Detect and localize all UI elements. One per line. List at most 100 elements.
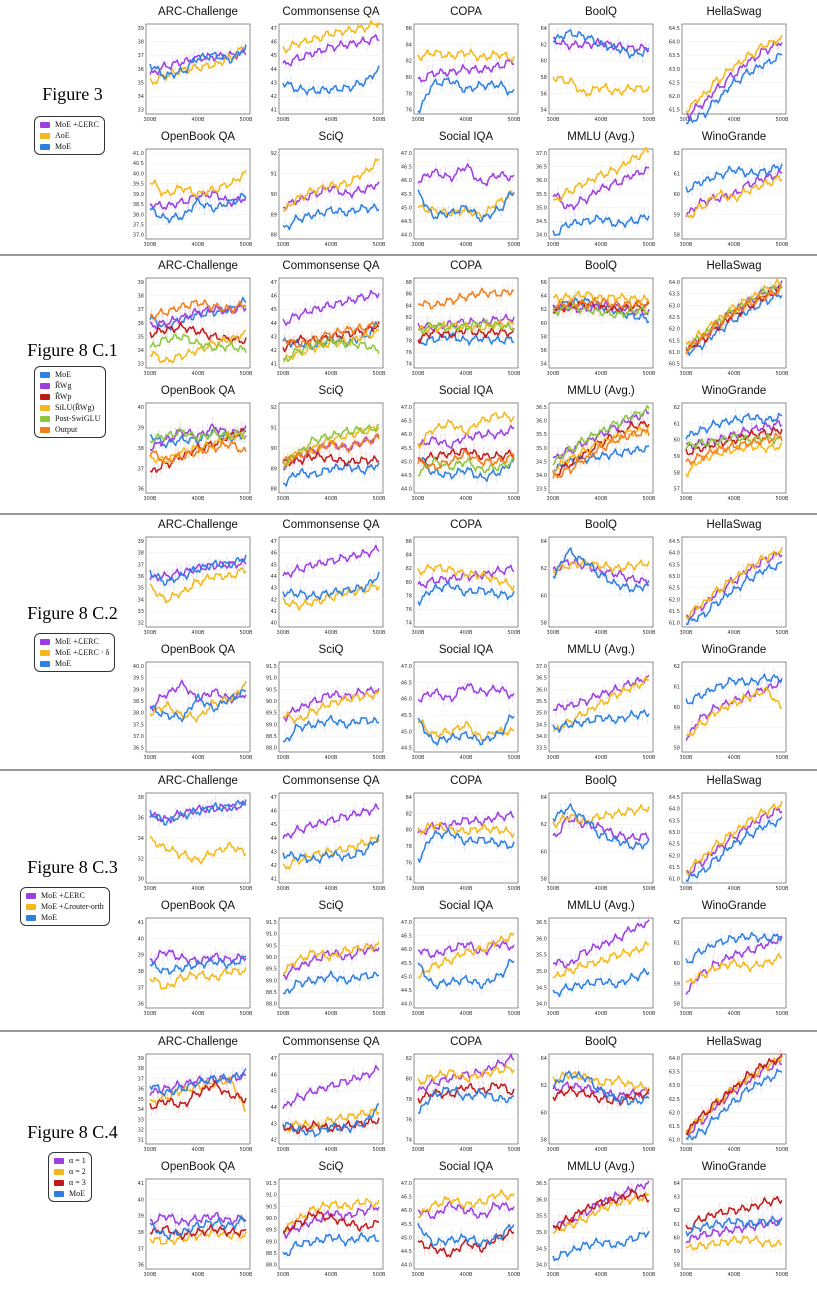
chart-panel: HellaSwag 61.5 62.0 62.5 63.0 63.5 64.0 64.5 300… xyxy=(669,6,789,128)
y-tick-label: 63.0 xyxy=(669,67,680,73)
x-tick-label: 400B xyxy=(595,630,609,636)
series-line xyxy=(685,686,782,737)
chart-title: SciQ xyxy=(319,644,344,656)
chart-title: COPA xyxy=(450,260,482,272)
chart-title: ARC-Challenge xyxy=(158,260,238,272)
series-raw-line xyxy=(685,1194,783,1235)
legend-label: MoE xyxy=(55,370,71,379)
chart-title: OpenBook QA xyxy=(161,1161,235,1173)
y-tick-label: 92 xyxy=(271,151,277,157)
y-tick-label: 45.5 xyxy=(401,961,412,967)
chart-panel: Social IQA 44.0 44.5 45.0 45.5 46.0 46.5 47.0 30… xyxy=(401,131,521,248)
series-line xyxy=(552,558,649,586)
y-tick-label: 88.5 xyxy=(266,990,277,996)
series-line xyxy=(282,686,380,722)
y-tick-label: 78 xyxy=(406,338,412,344)
y-tick-label: 46.5 xyxy=(401,680,412,686)
series-line xyxy=(685,34,783,114)
y-tick-label: 61.5 xyxy=(669,865,680,871)
y-tick-label: 44 xyxy=(271,1105,277,1111)
series-raw-line xyxy=(552,673,650,738)
y-tick-label: 82 xyxy=(406,59,412,65)
series-line xyxy=(149,967,247,990)
chart-title: ARC-Challenge xyxy=(158,6,238,18)
y-tick-label: 44 xyxy=(271,574,277,580)
x-tick-label: 300B xyxy=(277,755,291,761)
chart-panel: SciQ 88 89 90 91 92 300B 400B 500B xyxy=(271,385,386,502)
y-tick-label: 34 xyxy=(138,94,144,100)
y-tick-label: 44 xyxy=(271,836,277,842)
y-tick-label: 47 xyxy=(271,26,277,32)
y-tick-label: 60 xyxy=(541,321,547,327)
x-tick-label: 500B xyxy=(373,496,387,502)
y-tick-label: 84 xyxy=(406,303,412,309)
series-raw-line xyxy=(149,436,247,469)
legend-item: MoE +ℒERC xyxy=(40,636,109,647)
series-raw-line xyxy=(282,420,380,471)
chart-panel: Social IQA 44.5 45.0 45.5 46.0 46.5 47.0 300B 40… xyxy=(401,644,521,761)
x-tick-label: 300B xyxy=(277,886,291,892)
series-raw-line xyxy=(282,578,380,612)
x-tick-label: 300B xyxy=(680,1147,694,1153)
y-tick-label: 40.5 xyxy=(133,161,144,167)
series-line xyxy=(149,680,247,723)
x-tick-label: 300B xyxy=(144,755,158,761)
y-tick-label: 58 xyxy=(674,1263,680,1269)
series-line xyxy=(282,1102,380,1138)
y-tick-label: 47.0 xyxy=(401,1181,412,1187)
y-tick-label: 62.0 xyxy=(669,327,680,333)
chart-title: Social IQA xyxy=(439,131,494,143)
x-tick-label: 300B xyxy=(547,242,561,248)
plot-frame xyxy=(278,661,384,753)
series-line xyxy=(417,1082,515,1104)
y-tick-label: 36 xyxy=(138,815,144,821)
y-tick-label: 82 xyxy=(406,566,412,572)
series-line xyxy=(685,952,783,984)
series-raw-line xyxy=(685,408,783,443)
x-tick-label: 400B xyxy=(325,630,339,636)
series-line xyxy=(149,1228,247,1246)
y-tick-label: 82 xyxy=(406,811,412,817)
y-tick-label: 37 xyxy=(138,307,144,313)
series-line xyxy=(552,425,650,475)
y-tick-label: 63.0 xyxy=(669,830,680,836)
y-tick-label: 42 xyxy=(271,597,277,603)
series-line xyxy=(685,1235,783,1251)
chart-panel: ARC-Challenge 32 33 34 35 36 37 38 39 300B 400B 500… xyxy=(138,519,253,636)
y-tick-label: 37.5 xyxy=(133,222,144,228)
series-line xyxy=(685,816,783,883)
x-tick-label: 300B xyxy=(144,886,158,892)
x-tick-label: 500B xyxy=(643,242,657,248)
series-raw-line xyxy=(282,63,380,102)
chart-title: OpenBook QA xyxy=(161,131,235,143)
y-tick-label: 61 xyxy=(674,1222,680,1228)
x-tick-label: 500B xyxy=(240,496,254,502)
legend-label: MoE xyxy=(55,659,71,668)
y-tick-label: 60 xyxy=(674,705,680,711)
x-tick-label: 300B xyxy=(547,1011,561,1017)
legend-swatch xyxy=(40,132,50,139)
series-line xyxy=(282,941,380,975)
x-tick-label: 300B xyxy=(412,117,426,123)
chart-title: HellaSwag xyxy=(707,519,762,531)
y-tick-label: 60 xyxy=(541,849,547,855)
x-tick-label: 400B xyxy=(728,242,742,248)
y-tick-label: 39 xyxy=(138,953,144,959)
y-tick-label: 88 xyxy=(271,233,277,239)
series-line xyxy=(417,77,515,114)
series-line xyxy=(685,1215,783,1237)
series-raw-line xyxy=(685,156,783,199)
x-tick-label: 400B xyxy=(460,371,474,377)
series-raw-line xyxy=(282,934,380,981)
chart-title: WinoGrande xyxy=(702,900,767,912)
series-raw-line xyxy=(282,316,380,355)
series-raw-line xyxy=(417,678,515,708)
series-line xyxy=(552,1071,650,1094)
chart-panel: Commonsense QA 41 42 43 44 45 46 47 300B 400B 500B xyxy=(271,260,386,377)
y-tick-label: 62 xyxy=(541,822,547,828)
series-line xyxy=(282,203,380,231)
chart-title: WinoGrande xyxy=(702,1161,767,1173)
series-line xyxy=(685,278,783,346)
x-tick-label: 300B xyxy=(412,496,426,502)
series-line xyxy=(282,690,380,725)
